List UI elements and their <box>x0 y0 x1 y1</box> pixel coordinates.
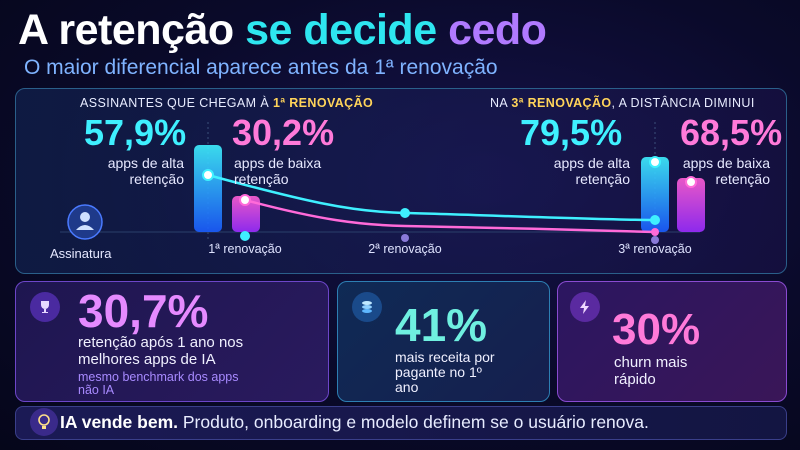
bulb-icon <box>30 408 58 436</box>
panel-chart <box>60 122 705 244</box>
stat-card <box>15 281 329 402</box>
coins-icon <box>352 292 382 322</box>
card-text: mais receita por pagante no 1º ano <box>395 349 495 395</box>
heading-highlight: 1ª RENOVAÇÃO <box>272 96 374 110</box>
milestone-label: 2ª renovação <box>368 242 442 256</box>
start-label: Assinatura <box>50 246 112 261</box>
card-note: mesmo benchmark dos apps não IA <box>78 370 239 397</box>
title-part: se decide <box>245 6 437 54</box>
stat-label: apps de baixa retenção <box>682 155 770 187</box>
stat-label: apps de alta retenção <box>107 155 184 187</box>
title-part: cedo <box>448 6 547 54</box>
card-text: retenção após 1 ano nos melhores apps de… <box>78 334 244 368</box>
footer-body: Produto, onboarding e modelo definem se … <box>182 412 649 432</box>
trophy-icon <box>30 292 60 322</box>
stat-label: apps de alta retenção <box>553 155 630 187</box>
panel-heading: NA 3ª RENOVAÇÃO, A DISTÂNCIA DIMINUI <box>490 96 755 110</box>
stat-value: 30,2% <box>232 112 335 153</box>
heading-text: , A DISTÂNCIA DIMINUI <box>611 96 755 110</box>
heading-text: ASSINANTES QUE CHEGAM À <box>80 96 270 110</box>
card-value: 30% <box>612 305 701 354</box>
title-part: A retenção <box>18 6 234 54</box>
card-value: 41% <box>395 299 488 351</box>
milestone-label: 1ª renovação <box>208 242 282 256</box>
subtitle: O maior diferencial aparece antes da 1ª … <box>24 56 498 79</box>
stat-value: 79,5% <box>520 112 623 153</box>
footer-bold: IA vende bem. <box>60 412 178 432</box>
milestone-label: 3ª renovação <box>618 242 692 256</box>
stat-value: 57,9% <box>84 112 187 153</box>
title: A retenção se decide cedo <box>18 6 547 55</box>
stat-value: 68,5% <box>680 112 783 153</box>
heading-text: NA <box>490 96 508 110</box>
stat-label: apps de baixa retenção <box>234 155 322 187</box>
card-value: 30,7% <box>78 285 209 337</box>
card-text: churn mais rápido <box>614 354 688 388</box>
footer-bar <box>15 406 787 440</box>
heading-highlight: 3ª RENOVAÇÃO <box>511 96 612 110</box>
lightning-icon <box>570 292 600 322</box>
panel-heading: ASSINANTES QUE CHEGAM À 1ª RENOVAÇÃO <box>80 96 373 110</box>
footer-text: IA vende bem. Produto, onboarding e mode… <box>60 412 649 433</box>
